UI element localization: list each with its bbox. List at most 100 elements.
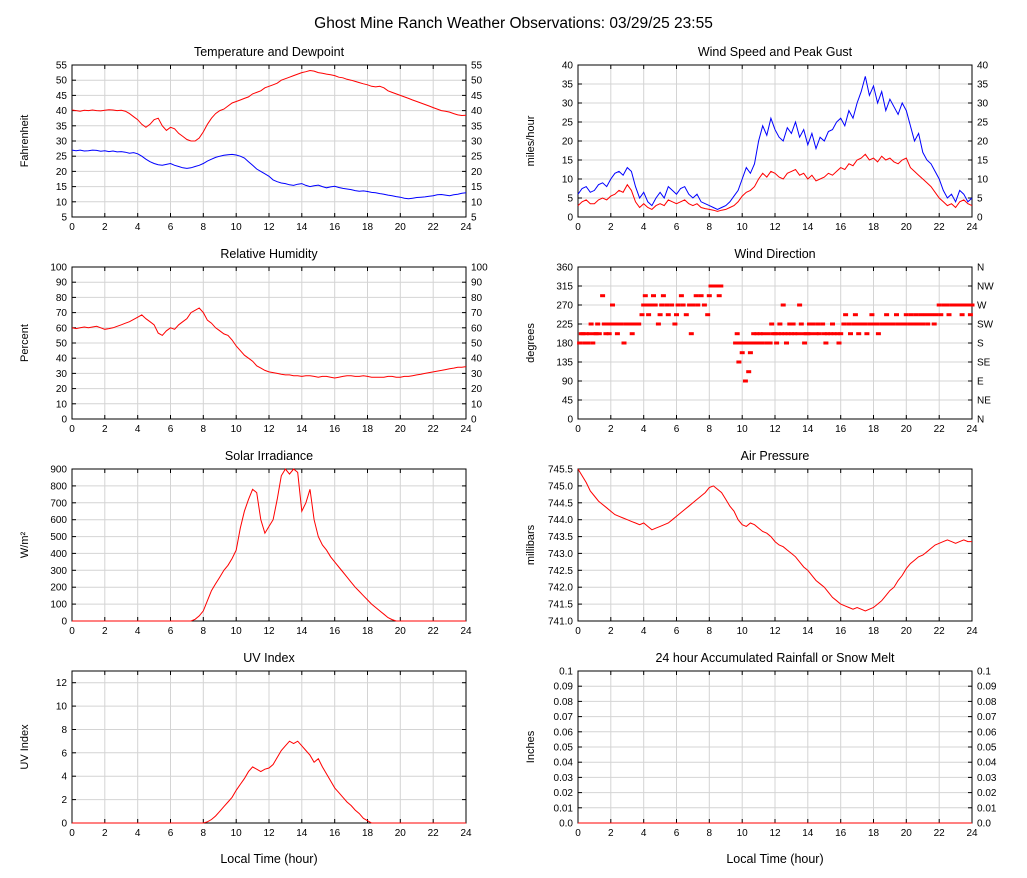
svg-text:800: 800 <box>50 481 67 492</box>
svg-text:741.5: 741.5 <box>547 600 572 611</box>
svg-text:40: 40 <box>977 61 989 72</box>
svg-text:18: 18 <box>867 828 879 839</box>
svg-text:20: 20 <box>394 828 406 839</box>
svg-text:0: 0 <box>575 626 581 637</box>
svg-text:270: 270 <box>556 301 573 312</box>
svg-text:315: 315 <box>556 282 573 293</box>
svg-text:6: 6 <box>167 424 173 435</box>
svg-text:0.05: 0.05 <box>977 743 997 754</box>
svg-text:25: 25 <box>471 152 483 163</box>
svg-text:20: 20 <box>900 626 912 637</box>
svg-text:18: 18 <box>867 222 879 233</box>
rainfall-plot: 24 hour Accumulated Rainfall or Snow Mel… <box>525 651 997 866</box>
wind-direction-chart: Wind Direction 0 2 4 6 8 10 12 14 16 18 20 22 24 0 N 45 N… <box>517 243 1017 443</box>
svg-text:Fahrenheit: Fahrenheit <box>19 115 31 168</box>
svg-text:NE: NE <box>977 396 991 407</box>
svg-text:100: 100 <box>50 600 67 611</box>
svg-text:0: 0 <box>69 424 75 435</box>
svg-text:4: 4 <box>134 424 140 435</box>
svg-text:8: 8 <box>706 424 712 435</box>
svg-text:14: 14 <box>296 424 308 435</box>
svg-text:10: 10 <box>230 626 242 637</box>
svg-text:744.5: 744.5 <box>547 498 572 509</box>
svg-text:700: 700 <box>50 498 67 509</box>
svg-text:45: 45 <box>561 396 573 407</box>
svg-text:0.05: 0.05 <box>553 743 573 754</box>
svg-text:0: 0 <box>977 213 983 224</box>
svg-text:10: 10 <box>736 626 748 637</box>
svg-text:10: 10 <box>471 197 483 208</box>
svg-text:4: 4 <box>640 828 646 839</box>
svg-text:12: 12 <box>769 626 781 637</box>
svg-text:24: 24 <box>460 828 472 839</box>
svg-text:300: 300 <box>50 566 67 577</box>
svg-text:30: 30 <box>561 99 573 110</box>
svg-text:180: 180 <box>556 339 573 350</box>
svg-text:14: 14 <box>296 626 308 637</box>
svg-text:millibars: millibars <box>525 524 537 565</box>
svg-text:55: 55 <box>55 61 67 72</box>
svg-text:20: 20 <box>394 424 406 435</box>
svg-text:degrees: degrees <box>525 323 537 363</box>
svg-text:4: 4 <box>134 626 140 637</box>
svg-text:743.0: 743.0 <box>547 549 572 560</box>
svg-text:18: 18 <box>361 626 373 637</box>
svg-text:25: 25 <box>977 118 989 129</box>
svg-text:UV Index: UV Index <box>243 651 295 665</box>
svg-text:SW: SW <box>977 320 994 331</box>
svg-text:742.0: 742.0 <box>547 583 572 594</box>
svg-text:W: W <box>977 301 987 312</box>
svg-text:24: 24 <box>966 828 978 839</box>
svg-text:8: 8 <box>200 626 206 637</box>
svg-text:10: 10 <box>736 828 748 839</box>
svg-text:0.04: 0.04 <box>553 758 573 769</box>
svg-text:16: 16 <box>835 828 847 839</box>
svg-text:360: 360 <box>556 263 573 274</box>
svg-text:24: 24 <box>460 424 472 435</box>
svg-text:30: 30 <box>471 369 483 380</box>
svg-text:10: 10 <box>561 175 573 186</box>
svg-text:50: 50 <box>471 76 483 87</box>
svg-text:30: 30 <box>55 369 67 380</box>
svg-text:20: 20 <box>900 222 912 233</box>
svg-text:60: 60 <box>55 323 67 334</box>
svg-text:0: 0 <box>61 617 67 628</box>
svg-text:40: 40 <box>561 61 573 72</box>
svg-text:10: 10 <box>55 399 67 410</box>
svg-text:0.01: 0.01 <box>553 803 573 814</box>
solar-irradiance-chart: Solar Irradiance 0 2 4 6 8 10 12 14 16 18 20 22 24 0 10… <box>11 445 511 645</box>
svg-text:0: 0 <box>61 819 67 830</box>
svg-text:35: 35 <box>561 80 573 91</box>
svg-text:225: 225 <box>556 320 573 331</box>
svg-text:UV Index: UV Index <box>19 724 31 770</box>
svg-text:40: 40 <box>471 106 483 117</box>
svg-text:24: 24 <box>966 222 978 233</box>
svg-text:0.02: 0.02 <box>977 788 997 799</box>
svg-text:14: 14 <box>296 828 308 839</box>
svg-text:6: 6 <box>167 828 173 839</box>
svg-text:2: 2 <box>102 424 108 435</box>
svg-text:55: 55 <box>471 61 483 72</box>
svg-text:500: 500 <box>50 532 67 543</box>
svg-text:0.09: 0.09 <box>977 682 997 693</box>
svg-text:40: 40 <box>55 354 67 365</box>
svg-text:16: 16 <box>329 626 341 637</box>
svg-text:12: 12 <box>769 424 781 435</box>
svg-text:2: 2 <box>102 828 108 839</box>
relative-humidity-chart: Relative Humidity 0 2 4 6 8 10 12 14 16 18 20 22 24 0 0… <box>11 243 511 443</box>
svg-text:60: 60 <box>471 323 483 334</box>
svg-text:22: 22 <box>933 828 945 839</box>
svg-text:14: 14 <box>802 828 814 839</box>
svg-text:45: 45 <box>55 91 67 102</box>
svg-text:8: 8 <box>200 424 206 435</box>
svg-text:5: 5 <box>567 194 573 205</box>
svg-text:0: 0 <box>61 415 67 426</box>
svg-text:100: 100 <box>471 263 488 274</box>
svg-text:100: 100 <box>50 263 67 274</box>
svg-text:10: 10 <box>736 222 748 233</box>
svg-text:22: 22 <box>427 828 439 839</box>
svg-text:15: 15 <box>977 156 989 167</box>
